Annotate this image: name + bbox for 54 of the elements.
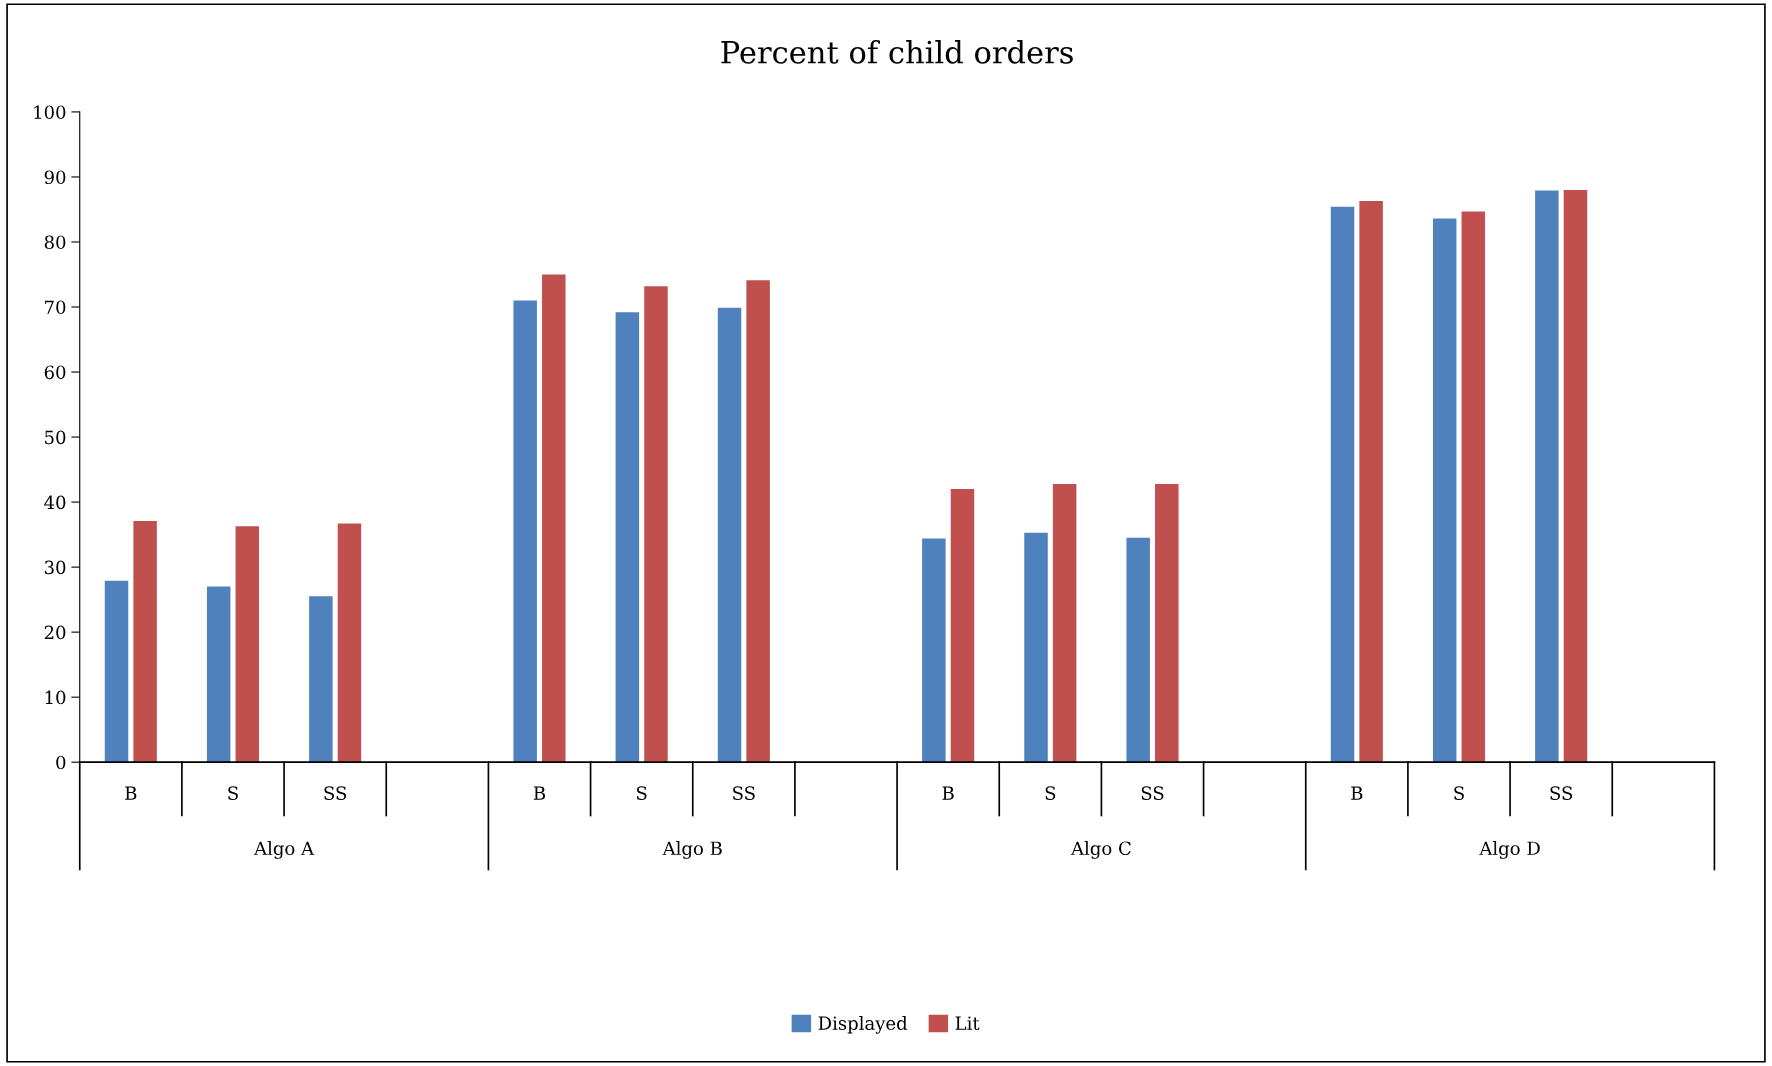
x-tick-label: B <box>942 786 954 800</box>
bar <box>235 526 260 763</box>
y-tick-label: 20 <box>44 625 66 640</box>
bar <box>1155 483 1179 763</box>
y-tick-label: 70 <box>45 300 66 315</box>
bar <box>1432 218 1457 763</box>
y-tick-label: 100 <box>34 105 66 120</box>
text: Algo B <box>662 841 722 859</box>
text: Algo C <box>1070 841 1131 859</box>
bar <box>104 580 129 763</box>
bar <box>717 307 742 763</box>
bar <box>337 523 362 763</box>
bar <box>1535 190 1559 763</box>
x-tick-label: S <box>1454 786 1464 800</box>
x-tick-label: B <box>533 786 546 800</box>
bar <box>309 596 333 763</box>
bar <box>206 586 231 763</box>
legend-label: Displayed <box>818 1016 908 1034</box>
bar <box>615 312 640 763</box>
x-tick-label: SS <box>1550 786 1573 800</box>
bar <box>1461 211 1486 763</box>
bar <box>1330 206 1355 763</box>
y-tick-label: 10 <box>45 690 66 705</box>
bar <box>950 489 975 763</box>
chart-title: Percent of child orders <box>721 40 1073 64</box>
bar <box>513 300 537 763</box>
x-tick-label: S <box>1045 786 1056 800</box>
text: Algo A <box>253 841 315 859</box>
y-tick-label: 0 <box>56 755 66 770</box>
bar <box>1563 189 1588 763</box>
bar <box>542 274 566 763</box>
y-tick-label: 40 <box>44 495 66 510</box>
bar <box>1024 532 1048 763</box>
x-tick-label: S <box>636 786 647 800</box>
text: Algo D <box>1479 841 1540 859</box>
bar <box>1052 483 1077 763</box>
bar <box>746 280 770 763</box>
y-tick-label: 90 <box>44 170 66 185</box>
bar <box>1126 537 1150 763</box>
x-tick-label: SS <box>324 786 347 800</box>
x-tick-label: S <box>228 786 238 800</box>
y-tick-label: 80 <box>44 235 66 250</box>
x-tick-label: B <box>1351 786 1363 800</box>
y-tick-label: 60 <box>44 365 66 380</box>
x-tick-label: B <box>125 786 137 800</box>
y-tick-label: 50 <box>45 430 66 445</box>
bar <box>133 520 157 763</box>
y-tick-label: 30 <box>44 560 66 575</box>
x-tick-label: SS <box>733 786 755 800</box>
bar <box>644 286 668 763</box>
x-tick-label: SS <box>1141 786 1164 800</box>
bar <box>1359 201 1383 763</box>
legend-label: Lit <box>955 1016 980 1030</box>
bar <box>922 538 946 763</box>
